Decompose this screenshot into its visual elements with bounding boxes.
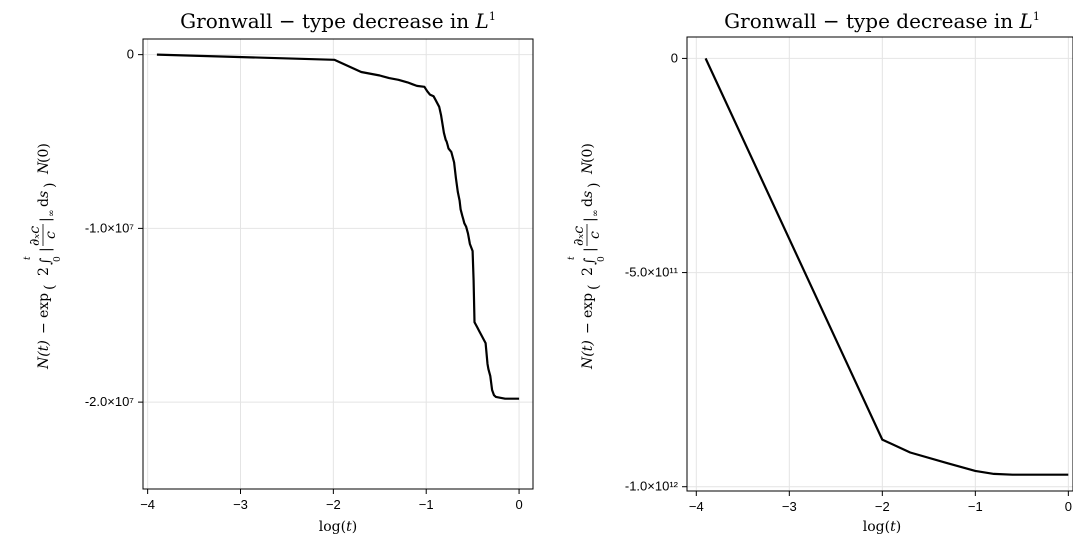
right-chart-title: Gronwall − type decrease in L1	[724, 9, 1040, 33]
right-x-tick-label: −3	[782, 499, 797, 514]
svg-text:0: 0	[53, 256, 63, 262]
left-chart-title: Gronwall − type decrease in L1	[180, 9, 496, 33]
right-grid	[687, 37, 1073, 491]
svg-text:(0): (0)	[36, 143, 52, 163]
svg-text:−: −	[580, 322, 596, 334]
svg-text:2: 2	[580, 267, 596, 276]
right-y-tick-label: -1.0×10¹²	[625, 479, 679, 494]
left-x-tick-label: −3	[233, 497, 248, 512]
svg-text:|: |	[582, 217, 598, 222]
left-plot-frame	[142, 38, 534, 490]
right-plot-frame	[686, 36, 1073, 492]
svg-text:∫: ∫	[38, 258, 54, 265]
left-x-axis-label: log(t)	[319, 519, 357, 535]
left-y-tick-label: -2.0×10⁷	[85, 394, 134, 409]
left-panel: −4 −3 −2 −1 00-1.0×10⁷-2.0×10⁷ Gronwall − ty…	[23, 9, 534, 535]
svg-text:∂ₓc: ∂ₓc	[571, 226, 587, 246]
svg-text:N: N	[580, 161, 596, 175]
left-x-tick-label: −2	[326, 497, 341, 512]
right-y-tick-label: -5.0×10¹¹	[625, 265, 679, 280]
svg-text:): )	[586, 183, 602, 188]
svg-text:exp: exp	[580, 293, 596, 318]
right-x-tick-label: −1	[968, 499, 983, 514]
right-x-tick-label: 0	[1065, 499, 1072, 514]
right-y-tick-label: 0	[671, 50, 678, 65]
right-x-axis-label: log(t)	[863, 519, 901, 535]
svg-text:(: (	[586, 285, 602, 290]
left-x-tick-label: −1	[419, 497, 434, 512]
svg-text:t: t	[567, 256, 577, 260]
svg-text:|: |	[38, 217, 54, 222]
svg-text:ds: ds	[580, 191, 596, 207]
left-y-tick-label: 0	[127, 47, 134, 62]
svg-text:0: 0	[597, 256, 607, 262]
svg-text:N: N	[36, 161, 52, 175]
left-series-line	[156, 53, 520, 400]
left-x-tick-label: −4	[140, 497, 155, 512]
svg-text:∞: ∞	[47, 210, 57, 218]
svg-text:2: 2	[36, 267, 52, 276]
svg-text:−: −	[36, 322, 52, 334]
svg-text:exp: exp	[36, 293, 52, 318]
svg-text:|: |	[582, 247, 598, 252]
svg-text:): )	[42, 183, 58, 188]
svg-text:∂ₓc: ∂ₓc	[27, 226, 43, 246]
right-x-tick-label: −2	[875, 499, 890, 514]
right-y-axis-label: N(t) − exp ( 2 ∫ t 0 | ∂ₓc c | ∞ ds ) N …	[567, 143, 607, 370]
svg-text:N(t): N(t)	[36, 340, 52, 370]
right-x-tick-label: −4	[689, 499, 704, 514]
left-grid	[143, 39, 533, 489]
left-y-axis-label: N(t) − exp ( 2 ∫ t 0 | ∂ₓc c | ∞ ds ) N …	[23, 143, 63, 370]
svg-text:∞: ∞	[591, 210, 601, 218]
svg-text:|: |	[38, 247, 54, 252]
svg-text:(0): (0)	[580, 143, 596, 163]
left-x-tick-label: 0	[515, 497, 522, 512]
left-ticks: −4 −3 −2 −1 0 0 -1.0×10⁷ -2.0×10⁷	[85, 47, 523, 512]
svg-text:ds: ds	[36, 191, 52, 207]
right-panel: −4 −3 −2 −1 00-5.0×10¹¹-1.0×10¹² Gronwall − …	[567, 9, 1073, 535]
svg-text:N(t): N(t)	[580, 340, 596, 370]
right-ticks: −4 −3 −2 −1 0 0 -5.0×10¹¹ -1.0×10¹²	[625, 50, 1072, 514]
right-series-line	[704, 57, 1069, 476]
svg-text:t: t	[23, 256, 33, 260]
svg-text:c: c	[43, 231, 59, 239]
svg-text:c: c	[587, 231, 603, 239]
svg-text:(: (	[42, 285, 58, 290]
svg-text:∫: ∫	[582, 258, 598, 265]
left-y-tick-label: -1.0×10⁷	[85, 220, 134, 235]
